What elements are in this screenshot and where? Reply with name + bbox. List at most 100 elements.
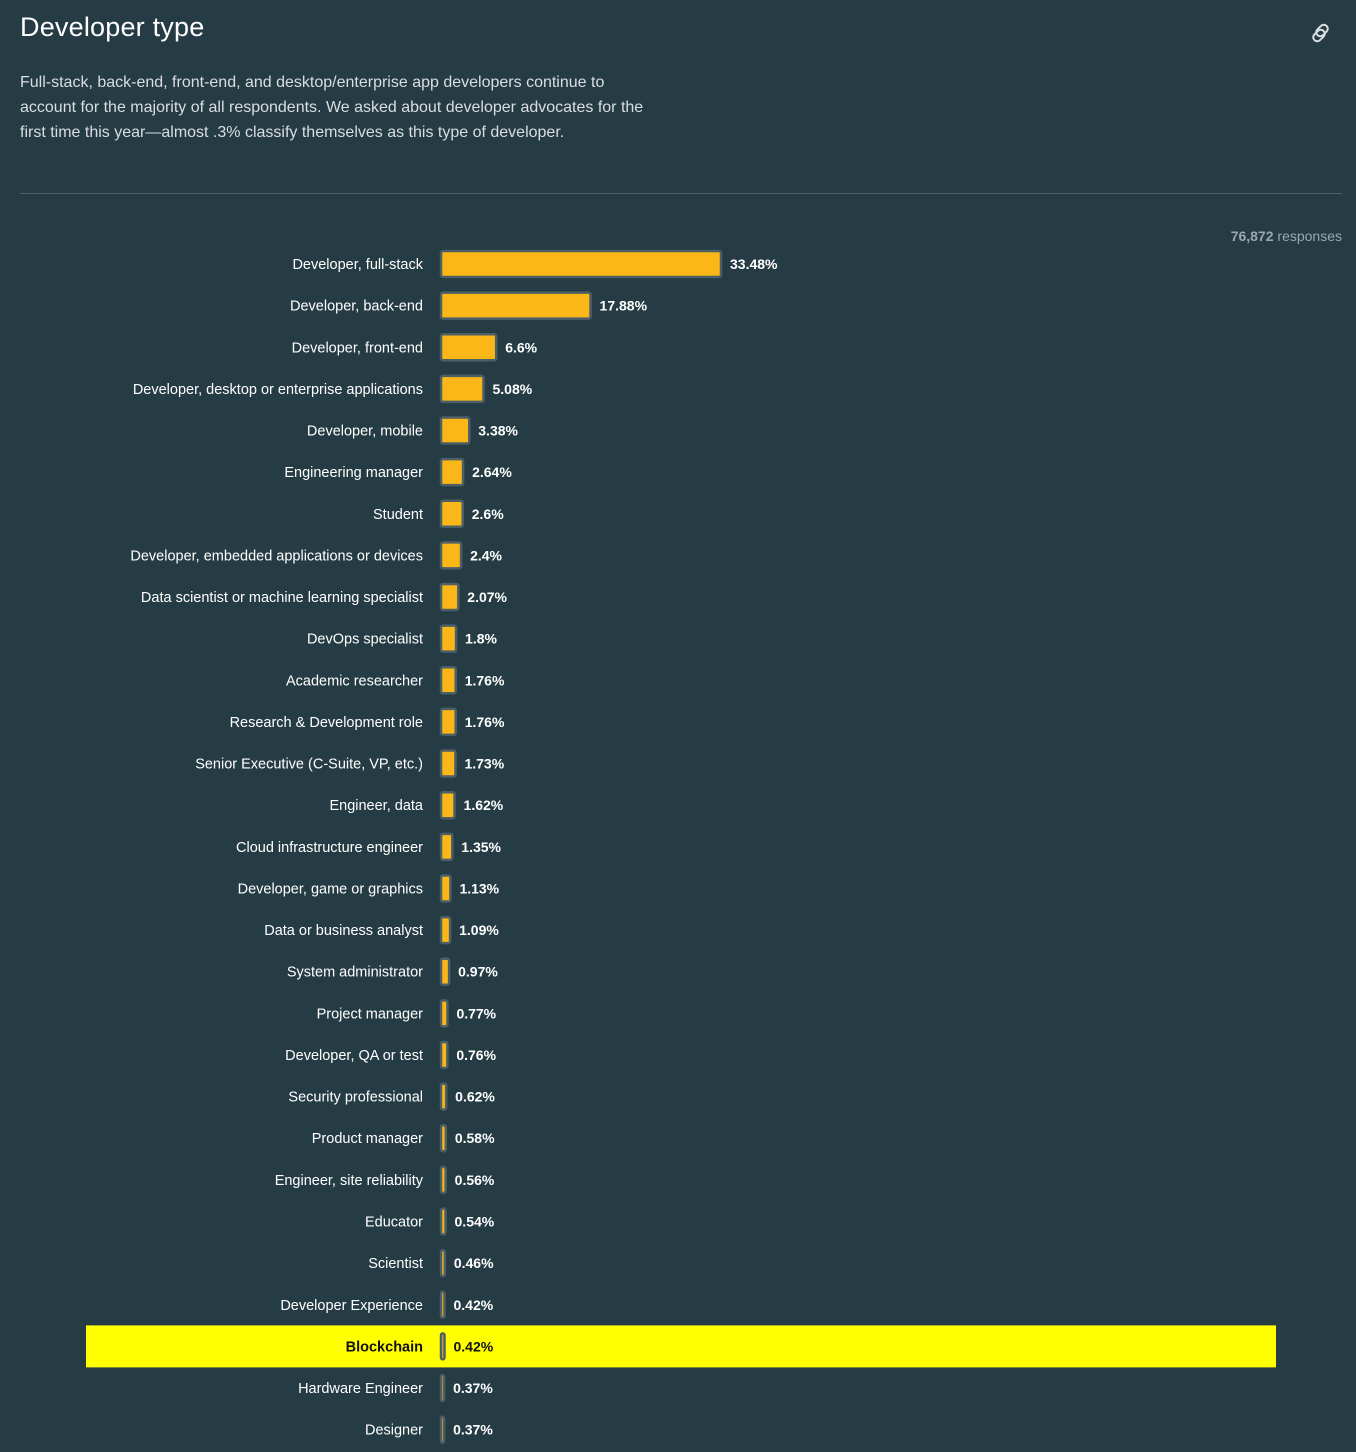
bar[interactable] (439, 832, 454, 862)
bar[interactable] (439, 499, 464, 529)
bar-value-label: 2.4% (470, 547, 502, 563)
bar-value-label: 6.6% (505, 339, 537, 355)
bar[interactable] (439, 790, 456, 820)
section-description: Full-stack, back-end, front-end, and des… (20, 74, 644, 141)
bar[interactable] (439, 249, 723, 279)
bar-category-label: Project manager (317, 1006, 424, 1022)
bar-category-label: Security professional (288, 1090, 423, 1106)
bar-row-data-or-business-analyst: Data or business analyst 1.09% (264, 915, 499, 945)
responses-label: responses (1277, 228, 1342, 244)
bar-value-label: 17.88% (600, 298, 648, 314)
bar-value-label: 0.46% (454, 1255, 494, 1271)
bar-row-developer-embedded-applications-or-devices: Developer, embedded applications or devi… (130, 541, 503, 570)
bar[interactable] (439, 957, 451, 986)
bar-value-label: 2.6% (472, 506, 504, 522)
bar-value-label: 0.42% (454, 1297, 494, 1313)
bar[interactable] (439, 1332, 446, 1361)
bar[interactable] (439, 874, 452, 903)
bar-row-developer-qa-or-test: Developer, QA or test 0.76% (285, 1040, 497, 1070)
bar-value-label: 2.07% (467, 589, 507, 605)
bar[interactable] (439, 707, 457, 737)
bar-category-label: Developer, front-end (292, 340, 423, 356)
bar-row-security-professional: Security professional 0.62% (288, 1082, 495, 1111)
bar-row-scientist: Scientist 0.46% (368, 1248, 494, 1278)
bar-value-label: 33.48% (730, 256, 778, 272)
bar-row-engineering-manager: Engineering manager 2.64% (284, 457, 512, 487)
bar[interactable] (439, 416, 471, 445)
bar-category-label: Designer (365, 1423, 423, 1439)
bar-row-student: Student 2.6% (373, 499, 504, 529)
page-title: Developer type (20, 12, 205, 42)
bar[interactable] (439, 1123, 448, 1153)
bar-value-label: 0.37% (453, 1380, 493, 1396)
bar-row-engineer-data: Engineer, data 1.62% (329, 790, 504, 820)
bar[interactable] (439, 541, 463, 570)
bar[interactable] (439, 1248, 447, 1278)
bar-category-label: Developer, QA or test (285, 1048, 423, 1064)
bar[interactable] (439, 1290, 446, 1319)
bar-value-label: 0.76% (456, 1047, 496, 1063)
bar-row-academic-researcher: Academic researcher 1.76% (286, 666, 505, 695)
bar[interactable] (439, 1415, 446, 1444)
bar-value-label: 0.97% (458, 964, 498, 980)
bar-row-research-development-role: Research & Development role 1.76% (230, 707, 505, 737)
bar-row-product-manager: Product manager 0.58% (312, 1123, 495, 1153)
bar-row-devops-specialist: DevOps specialist 1.8% (307, 624, 498, 653)
bar[interactable] (439, 666, 457, 695)
bar[interactable] (439, 624, 458, 653)
link-icon (1312, 23, 1329, 43)
bar-row-developer-desktop-or-enterprise-applications: Developer, desktop or enterprise applica… (133, 374, 533, 404)
bar-row-developer-game-or-graphics: Developer, game or graphics 1.13% (238, 874, 500, 903)
bar[interactable] (439, 749, 457, 778)
bar-category-label: Research & Development role (230, 715, 423, 731)
bar[interactable] (439, 457, 465, 487)
bar[interactable] (439, 1040, 449, 1070)
bar-value-label: 3.38% (478, 423, 518, 439)
bar-category-label: Engineer, data (329, 798, 423, 814)
bar-value-label: 2.64% (472, 464, 512, 480)
bar[interactable] (439, 915, 452, 945)
bar-row-data-scientist-or-machine-learning-specialist: Data scientist or machine learning speci… (141, 582, 508, 612)
bar-value-label: 0.42% (454, 1338, 494, 1354)
bar-value-label: 0.56% (455, 1172, 495, 1188)
bar-row-engineer-site-reliability: Engineer, site reliability 0.56% (275, 1165, 495, 1195)
bar[interactable] (439, 1165, 447, 1195)
bar[interactable] (439, 374, 485, 404)
bar-category-label: Engineer, site reliability (275, 1173, 424, 1189)
bar-value-label: 1.76% (465, 672, 505, 688)
bar-value-label: 1.09% (459, 922, 499, 938)
bar-row-developer-experience: Developer Experience 0.42% (280, 1290, 494, 1319)
bar-value-label: 0.54% (455, 1213, 495, 1229)
bar[interactable] (439, 333, 498, 362)
bar[interactable] (439, 291, 592, 320)
bar-category-label: Developer Experience (280, 1298, 423, 1314)
bar-category-label: Academic researcher (286, 673, 423, 689)
highlight-band (86, 1325, 1276, 1368)
bar[interactable] (439, 1207, 447, 1236)
bar-value-label: 0.58% (455, 1130, 495, 1146)
bar-value-label: 0.37% (453, 1422, 493, 1438)
bar-row-blockchain: Blockchain 0.42% (86, 1325, 1276, 1368)
bar-category-label: Senior Executive (C-Suite, VP, etc.) (195, 757, 423, 773)
bar-category-label: Developer, embedded applications or devi… (130, 548, 423, 564)
bar-category-label: Cloud infrastructure engineer (236, 840, 423, 856)
bar-row-designer: Designer 0.37% (365, 1415, 493, 1444)
bar-value-label: 0.62% (455, 1089, 495, 1105)
bar[interactable] (439, 1373, 446, 1403)
bar-value-label: 0.77% (456, 1005, 496, 1021)
bar[interactable] (439, 999, 449, 1028)
responses-count: 76,872 responses (1231, 228, 1342, 244)
bar-category-label: System administrator (287, 965, 423, 981)
link-button[interactable] (1306, 18, 1336, 48)
bar-category-label: Student (373, 507, 423, 523)
bar-category-label: Blockchain (346, 1339, 423, 1355)
bar[interactable] (439, 1082, 448, 1111)
bar[interactable] (439, 582, 460, 612)
bar-value-label: 1.8% (465, 631, 497, 647)
bar-category-label: Data scientist or machine learning speci… (141, 590, 423, 606)
bar-category-label: Developer, back-end (290, 299, 423, 315)
bar-category-label: Developer, full-stack (292, 257, 423, 273)
bar-category-label: Developer, game or graphics (238, 881, 423, 897)
bar-row-developer-back-end: Developer, back-end 17.88% (290, 291, 648, 320)
